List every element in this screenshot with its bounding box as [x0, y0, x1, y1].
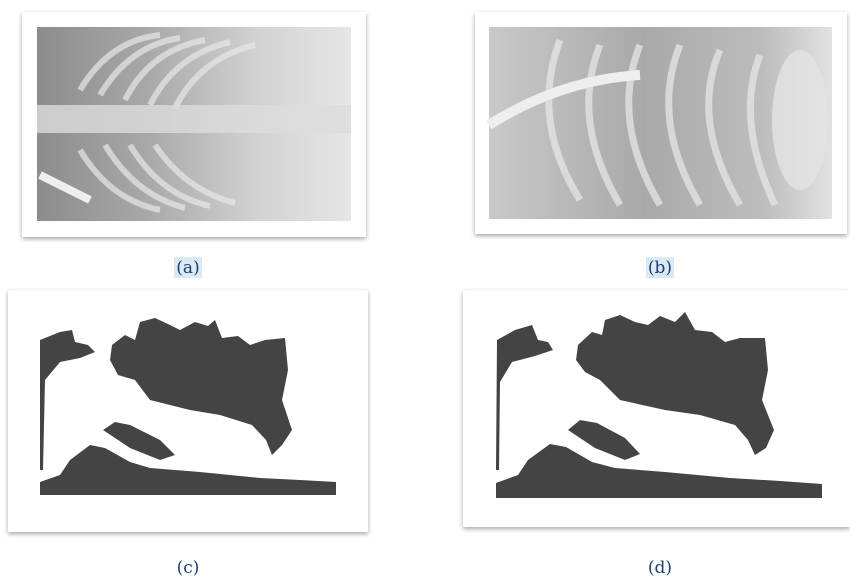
caption: (d): [648, 558, 672, 577]
spine: [37, 105, 351, 133]
panel-b: (b): [475, 12, 847, 278]
caption: (c): [177, 558, 200, 577]
caption-bg: [646, 257, 674, 278]
caption: (a): [176, 258, 199, 278]
panel-d: (d): [463, 290, 850, 577]
shadow: [772, 50, 828, 190]
ribs: [77, 32, 256, 213]
ribs: [545, 38, 779, 207]
panel-c: (c): [8, 290, 368, 577]
bone: [486, 70, 641, 130]
mask: [40, 318, 336, 495]
mask: [496, 312, 822, 498]
bone: [38, 171, 92, 204]
panel-a: (a): [22, 12, 366, 278]
caption: (b): [648, 258, 672, 278]
caption-bg: [174, 257, 202, 278]
